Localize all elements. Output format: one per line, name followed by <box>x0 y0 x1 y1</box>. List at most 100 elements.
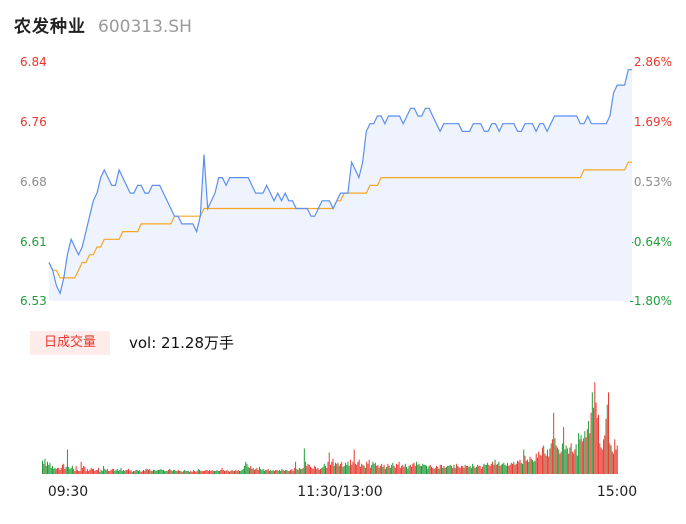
volume-bar <box>266 469 268 474</box>
volume-bar <box>452 467 454 474</box>
volume-bar <box>575 444 577 474</box>
volume-bar <box>379 465 381 474</box>
volume-bar <box>54 467 56 474</box>
volume-bar <box>472 463 474 474</box>
volume-bar <box>189 471 191 474</box>
price-line <box>48 69 632 296</box>
volume-bar <box>443 465 445 474</box>
volume-bar <box>484 464 486 474</box>
volume-bar <box>312 468 314 474</box>
volume-bar <box>439 464 441 474</box>
volume-bar <box>256 467 258 474</box>
volume-bar <box>308 464 310 474</box>
volume-bar <box>155 470 157 474</box>
stock-code: 600313.SH <box>98 17 192 37</box>
volume-bar <box>457 465 459 474</box>
volume-bar <box>596 417 598 474</box>
volume-bar <box>186 470 188 474</box>
volume-bar <box>581 441 583 474</box>
price-tick-label: 6.61 <box>20 235 47 249</box>
volume-bar <box>152 469 154 474</box>
volume-bar <box>409 464 411 474</box>
volume-bar <box>337 462 339 474</box>
volume-bar <box>381 463 383 474</box>
volume-bar <box>563 427 565 474</box>
volume-bar <box>265 469 267 474</box>
volume-bar <box>545 455 547 474</box>
volume-bar <box>220 469 222 474</box>
volume-bar <box>580 435 582 474</box>
volume-bar <box>313 465 315 474</box>
volume-bar <box>327 461 329 474</box>
volume-bar <box>195 471 197 474</box>
volume-bar <box>211 469 213 474</box>
volume-bar <box>468 466 470 474</box>
volume-bar <box>181 471 183 474</box>
volume-bar <box>535 453 537 474</box>
volume-bar <box>502 463 504 474</box>
volume-bar <box>362 464 364 474</box>
volume-bar <box>342 466 344 474</box>
volume-readout: vol: 21.28万手 <box>129 334 234 352</box>
volume-bar <box>272 469 274 474</box>
volume-bar <box>133 470 135 474</box>
volume-bar <box>411 466 413 474</box>
volume-bar <box>151 470 153 474</box>
percent-tick-label: 1.69% <box>634 115 672 129</box>
volume-bar <box>367 463 369 474</box>
volume-bar <box>91 468 93 474</box>
volume-bar <box>125 469 127 474</box>
volume-tab[interactable]: 日成交量 <box>30 331 110 355</box>
volume-bar <box>414 465 416 474</box>
volume-bar <box>174 469 176 474</box>
volume-bar <box>216 469 218 474</box>
volume-bar <box>585 437 587 474</box>
volume-bar <box>465 465 467 474</box>
volume-bar <box>315 466 317 474</box>
volume-bar <box>598 414 600 474</box>
volume-bar <box>413 462 415 474</box>
volume-bar <box>250 465 252 474</box>
percent-tick-label: -1.80% <box>630 294 672 308</box>
stock-name: 农发种业 <box>14 17 86 37</box>
volume-bar <box>275 469 277 474</box>
volume-bar <box>210 470 212 474</box>
volume-bar <box>79 470 81 474</box>
volume-bar <box>161 469 163 474</box>
volume-bar <box>311 467 313 474</box>
volume-bar <box>129 470 131 474</box>
volume-bar <box>136 469 138 474</box>
volume-bar <box>191 471 193 474</box>
volume-bar <box>106 468 108 474</box>
volume-bar <box>267 468 269 474</box>
volume-bar <box>601 449 603 474</box>
volume-bar <box>343 465 345 474</box>
volume-bar <box>192 469 194 474</box>
volume-bar <box>490 463 492 474</box>
volume-bar <box>64 468 66 474</box>
price-tick-label: 6.76 <box>20 115 47 129</box>
volume-bar <box>373 463 375 474</box>
volume-bar <box>423 464 425 474</box>
volume-bar <box>197 468 199 474</box>
volume-bar <box>513 461 515 474</box>
volume-bar <box>185 470 187 474</box>
volume-bar <box>170 469 172 474</box>
volume-bar <box>416 461 418 474</box>
volume-bar <box>235 469 237 474</box>
volume-bar <box>529 456 531 474</box>
percent-tick-label: 0.53% <box>634 175 672 189</box>
volume-bar <box>526 459 528 474</box>
volume-bar <box>298 467 300 474</box>
volume-bar <box>455 463 457 474</box>
volume-bar <box>584 431 586 474</box>
volume-bar <box>396 463 398 474</box>
volume-bar <box>369 467 371 474</box>
volume-bar <box>407 468 409 474</box>
volume-bar <box>56 467 58 474</box>
volume-bar <box>408 465 410 474</box>
volume-bar <box>604 435 606 474</box>
volume-bar <box>389 467 391 474</box>
volume-bar <box>126 469 128 474</box>
volume-bar <box>69 468 71 474</box>
